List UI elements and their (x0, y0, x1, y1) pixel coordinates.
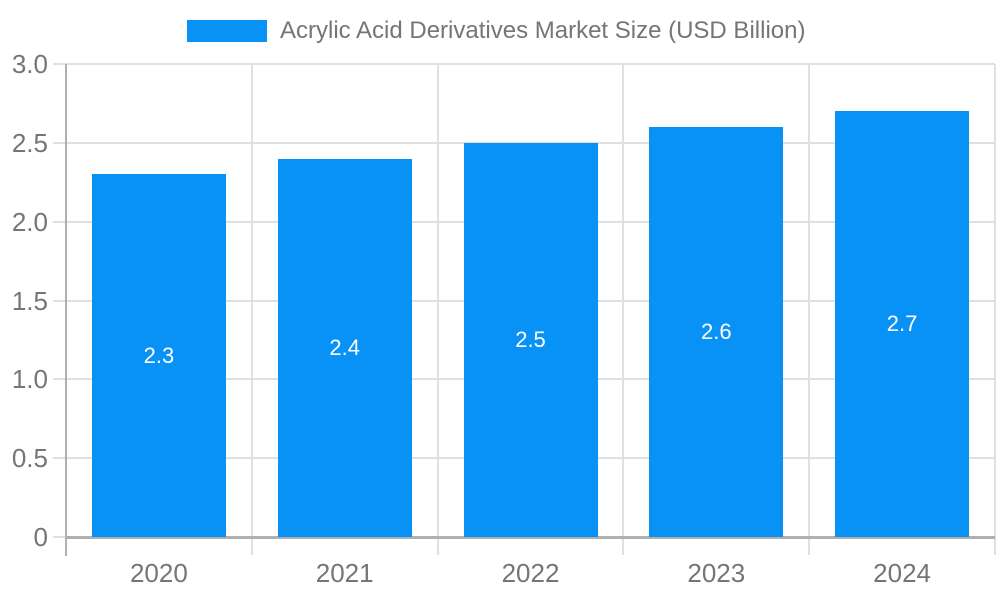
gridline-vertical (622, 64, 625, 555)
y-axis-tick-label: 2.0 (11, 206, 48, 237)
bar-value-label: 2.5 (515, 326, 546, 352)
y-axis-tick-label: 3.0 (11, 49, 48, 79)
x-axis-category-label: 2022 (501, 558, 560, 588)
y-axis-tick (53, 220, 66, 223)
x-axis-category-label: 2020 (129, 558, 188, 588)
bar-2024: 2.7 (835, 111, 970, 537)
y-axis-tick-label: 1.5 (11, 285, 48, 316)
x-axis-category-label: 2024 (873, 558, 931, 588)
y-axis-tick-label: 1.0 (11, 364, 48, 395)
legend-label: Acrylic Acid Derivatives Market Size (US… (280, 17, 806, 44)
x-axis-category-label: 2021 (315, 558, 374, 588)
x-axis-category-label: 2023 (687, 558, 746, 588)
y-axis-tick-label: 2.5 (11, 127, 48, 158)
y-axis-tick (53, 536, 66, 538)
bar-2021: 2.4 (277, 158, 412, 537)
gridline-vertical (436, 64, 439, 555)
gridline-vertical (808, 64, 811, 555)
y-axis-tick (53, 457, 66, 460)
bar-value-label: 2.7 (886, 311, 918, 337)
y-axis-tick-label: 0 (33, 522, 48, 552)
y-axis-line (65, 64, 67, 556)
y-axis-tick-label: 0.5 (11, 443, 48, 474)
gridline-vertical (250, 64, 253, 555)
bar-2020: 2.3 (91, 174, 226, 537)
y-axis-tick (53, 299, 66, 302)
bar-2022: 2.5 (463, 142, 598, 537)
y-axis-tick (53, 63, 66, 65)
bar-value-label: 2.6 (701, 319, 732, 345)
legend[interactable]: Acrylic Acid Derivatives Market Size (US… (187, 17, 805, 45)
y-axis-tick (53, 378, 66, 381)
bar-2023: 2.6 (649, 127, 784, 537)
bar-value-label: 2.4 (329, 334, 360, 360)
legend-swatch (187, 20, 267, 42)
bar-value-label: 2.3 (143, 342, 175, 368)
x-axis-line (66, 536, 995, 539)
gridline-horizontal (66, 63, 995, 65)
gridline-vertical (994, 64, 996, 555)
y-axis-tick (53, 141, 66, 144)
